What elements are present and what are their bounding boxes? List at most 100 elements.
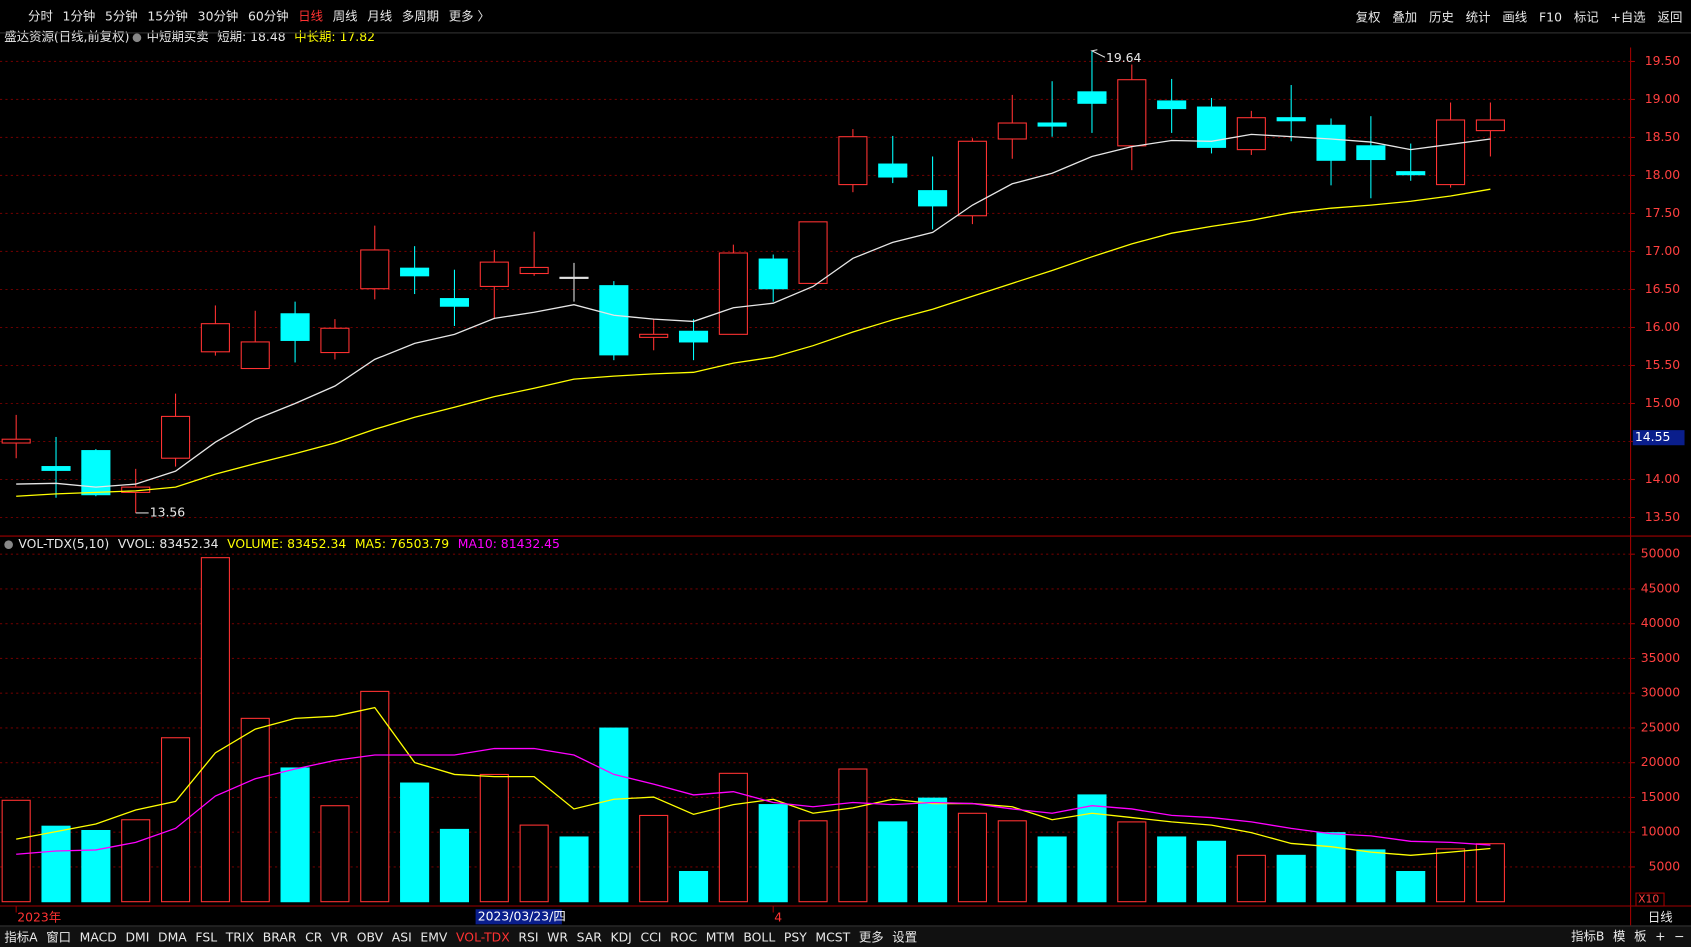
y-tick-label: 18.00: [1645, 167, 1681, 182]
y-tick-label: 5000: [1649, 858, 1681, 873]
indicator-tab[interactable]: EMV: [420, 929, 448, 945]
indicator-tab[interactable]: PSY: [783, 929, 807, 945]
candle-body: [1396, 171, 1426, 176]
volume-bar: [200, 557, 230, 903]
indicator-tab[interactable]: BRAR: [262, 929, 297, 945]
indicator-tab[interactable]: 窗口: [46, 929, 72, 945]
period-button[interactable]: 周线: [332, 8, 358, 24]
period-button[interactable]: 多周期: [401, 8, 440, 24]
volume-bar: [678, 870, 709, 903]
indicator-tab[interactable]: VOL-TDX: [456, 929, 510, 945]
candle-body: [1157, 100, 1187, 110]
indicator-tabs: 指标A 窗口 MACD DMI DMA FSL TRIX BRAR CR VR OBV ASI EMV V…: [0, 925, 1691, 947]
indicator-tab[interactable]: RSI: [518, 929, 539, 945]
x-tick-label: 2023年: [17, 909, 61, 924]
indicator-tab[interactable]: MTM: [705, 929, 735, 945]
indicator-tab[interactable]: 更多: [858, 929, 884, 945]
volume-bar: [1436, 848, 1466, 903]
candle-body: [1475, 119, 1505, 132]
candle-body: [519, 266, 549, 275]
indicator-tab[interactable]: KDJ: [610, 929, 632, 945]
tool-toolbar: 复权 叠加 历史 统计 画线 F10 标记 +自选 返回: [1356, 0, 1683, 33]
low-annotation: 13.56: [150, 504, 186, 519]
volume-bar: [918, 797, 948, 903]
template-tab[interactable]: 模: [1613, 928, 1626, 944]
period-button[interactable]: 月线: [367, 8, 393, 24]
tool-button[interactable]: F10: [1539, 9, 1562, 25]
period-button[interactable]: 15分钟: [147, 8, 188, 24]
period-button[interactable]: 分时: [28, 8, 53, 24]
indicator-tab[interactable]: ASI: [391, 929, 412, 945]
period-button[interactable]: 日线: [298, 8, 324, 24]
tool-button[interactable]: 复权: [1355, 9, 1381, 25]
x-tick-label: 4: [774, 909, 782, 924]
indicator-tab[interactable]: DMA: [158, 929, 187, 945]
indicator-tab[interactable]: DMI: [125, 929, 150, 945]
template-tab[interactable]: −: [1674, 928, 1685, 944]
period-button[interactable]: 更多 〉: [448, 8, 490, 24]
candle-body: [360, 249, 390, 290]
candle-body: [1276, 117, 1306, 122]
indicator-tab[interactable]: OBV: [356, 929, 384, 945]
volume-bar: [997, 820, 1027, 903]
volume-bar: [878, 821, 908, 903]
y-tick-label: 18.50: [1645, 129, 1681, 144]
period-button[interactable]: 60分钟: [247, 8, 289, 24]
candle-body: [41, 466, 71, 471]
legend-entry: MA5: 76503.79: [355, 536, 449, 551]
ma-line: [16, 188, 1491, 497]
candle-body: [1117, 79, 1147, 147]
volume-bar: [599, 727, 629, 903]
indicator-tab[interactable]: CR: [305, 929, 323, 945]
candle-body: [918, 190, 948, 207]
indicator-tab[interactable]: FSL: [195, 929, 218, 945]
indicator-tab[interactable]: WR: [547, 929, 569, 945]
candle-body: [1436, 119, 1466, 186]
tool-button[interactable]: 历史: [1429, 9, 1454, 25]
volume-bar: [559, 836, 589, 903]
indicator-tab[interactable]: SAR: [576, 929, 602, 945]
indicator-tab[interactable]: TRIX: [225, 929, 255, 945]
volume-bar: [639, 814, 669, 903]
candle-body: [200, 323, 230, 353]
volume-bar: [1356, 849, 1386, 903]
indicator-tab[interactable]: CCI: [640, 929, 662, 945]
candle-body: [878, 163, 908, 178]
scale-label-box: [1635, 892, 1665, 907]
indicator-tab[interactable]: MCST: [815, 929, 851, 945]
period-button[interactable]: 5分钟: [104, 8, 138, 24]
y-tick-label: 17.50: [1645, 205, 1681, 220]
template-tab[interactable]: 指标B: [1571, 928, 1605, 944]
volume-bar: [400, 782, 430, 903]
indicator-tab[interactable]: MACD: [79, 929, 117, 945]
candle-body: [997, 122, 1027, 140]
template-tabs: 指标B 模板 + −: [1571, 925, 1684, 947]
indicator-tab[interactable]: BOLL: [743, 929, 776, 945]
tool-button[interactable]: +自选: [1610, 9, 1646, 25]
candle-body: [678, 330, 709, 343]
volume-bar: [1157, 836, 1187, 903]
candle-body: [240, 341, 270, 370]
legend-entry: VOLUME: 83452.34: [227, 536, 346, 551]
tool-button[interactable]: 返回: [1657, 9, 1683, 25]
candle-body: [439, 298, 470, 307]
indicator-value: VVOL: 83452.34: [118, 536, 219, 551]
y-tick-label: 30000: [1641, 685, 1681, 700]
candle-body: [1077, 91, 1107, 104]
period-toolbar: 分时 1分钟 5分钟 15分钟 30分钟 60分钟 日线 周线 月线 多周期 更多 〉: [0, 0, 1691, 34]
volume-bar: [1, 799, 31, 903]
tool-button[interactable]: 画线: [1502, 9, 1528, 25]
indicator-tab[interactable]: ROC: [670, 929, 698, 945]
volume-bar: [838, 768, 868, 903]
tool-button[interactable]: 统计: [1465, 9, 1491, 25]
template-tab[interactable]: 板: [1634, 928, 1647, 944]
indicator-tab[interactable]: 指标A: [4, 929, 38, 945]
template-tab[interactable]: +: [1655, 928, 1666, 944]
period-button[interactable]: 1分钟: [62, 8, 96, 24]
tool-button[interactable]: 叠加: [1392, 9, 1418, 25]
ma-line: [16, 133, 1491, 488]
indicator-tab[interactable]: VR: [330, 929, 349, 945]
period-button[interactable]: 30分钟: [197, 8, 239, 24]
tool-button[interactable]: 标记: [1573, 9, 1599, 25]
indicator-tab[interactable]: 设置: [892, 929, 918, 945]
